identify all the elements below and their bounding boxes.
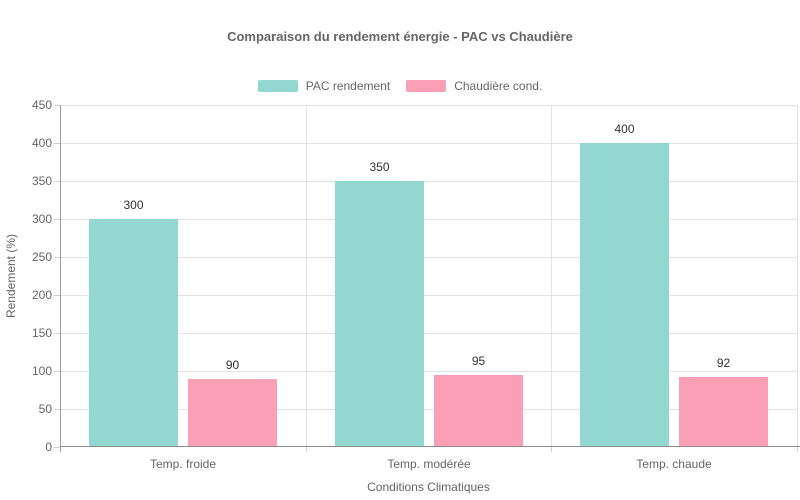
chart-title: Comparaison du rendement énergie - PAC v… [227, 29, 573, 44]
x-tick-label-temp-froide: Temp. froide [149, 457, 217, 471]
bar-pac-rendement-temp-froide [89, 219, 178, 447]
y-tick-450 [54, 105, 60, 106]
legend-item-chaudiere-cond[interactable]: Chaudière cond. [406, 79, 542, 93]
y-tick-label-350: 350 [31, 174, 52, 188]
y-axis-line [60, 105, 61, 452]
gridline-y-50 [60, 409, 797, 410]
y-axis-title: Rendement (%) [4, 233, 18, 319]
y-tick-50 [54, 409, 60, 410]
bar-pac-rendement-temp-chaude [580, 143, 669, 447]
legend-swatch-chaudiere-cond [406, 80, 447, 92]
plot-area: 0 50 100 150 200 250 300 350 400 450 300 90 Temp. fr… [32, 98, 800, 471]
chart-legend: PAC rendement Chaudière cond. [0, 79, 800, 93]
legend-label-pac-rendement: PAC rendement [305, 79, 391, 93]
y-tick-label-450: 450 [31, 98, 52, 112]
bar-value-label-pac-rendement-temp-chaude: 400 [614, 122, 635, 136]
x-tick-2 [551, 447, 552, 452]
y-tick-350 [54, 181, 60, 182]
y-tick-label-200: 200 [31, 288, 52, 302]
bar-value-label-chaudiere-cond-temp-chaude: 92 [716, 356, 731, 370]
y-tick-400 [54, 143, 60, 144]
y-tick-label-50: 50 [38, 402, 52, 416]
y-tick-150 [54, 333, 60, 334]
gridline-y-250 [60, 257, 797, 258]
legend-item-pac-rendement[interactable]: PAC rendement [257, 79, 391, 93]
x-axis-title: Conditions Climatiques [367, 480, 490, 494]
gridline-y-450 [60, 105, 797, 106]
y-tick-label-0: 0 [45, 440, 52, 454]
bar-value-label-pac-rendement-temp-moderee: 350 [369, 160, 390, 174]
gridline-y-400 [60, 143, 797, 144]
gridline-y-350 [60, 181, 797, 182]
y-tick-100 [54, 371, 60, 372]
legend-label-chaudiere-cond: Chaudière cond. [454, 79, 543, 93]
category-separator-3 [797, 105, 798, 447]
category-separator-2 [551, 105, 552, 447]
gridline-y-200 [60, 295, 797, 296]
gridline-y-300 [60, 219, 797, 220]
bar-value-label-chaudiere-cond-temp-moderee: 95 [471, 354, 486, 368]
x-tick-3 [797, 447, 798, 452]
y-tick-label-250: 250 [31, 250, 52, 264]
bar-chaudiere-cond-temp-moderee [434, 375, 523, 447]
category-separator-1 [306, 105, 307, 447]
y-tick-label-150: 150 [31, 326, 52, 340]
y-tick-label-100: 100 [31, 364, 52, 378]
bar-value-label-chaudiere-cond-temp-froide: 90 [225, 358, 240, 372]
y-tick-0 [54, 447, 60, 448]
gridline-y-100 [60, 371, 797, 372]
y-tick-250 [54, 257, 60, 258]
y-tick-label-400: 400 [31, 136, 52, 150]
bar-pac-rendement-temp-moderee [335, 181, 424, 447]
bar-chaudiere-cond-temp-chaude [679, 377, 768, 447]
x-tick-label-temp-moderee: Temp. modérée [387, 457, 471, 471]
y-tick-300 [54, 219, 60, 220]
x-tick-1 [306, 447, 307, 452]
y-tick-200 [54, 295, 60, 296]
gridline-y-150 [60, 333, 797, 334]
x-axis-line [60, 446, 800, 447]
bar-chaudiere-cond-temp-froide [188, 379, 277, 447]
y-tick-label-300: 300 [31, 212, 52, 226]
bar-value-label-pac-rendement-temp-froide: 300 [123, 198, 144, 212]
x-tick-label-temp-chaude: Temp. chaude [636, 457, 712, 471]
legend-swatch-pac-rendement [257, 80, 298, 92]
